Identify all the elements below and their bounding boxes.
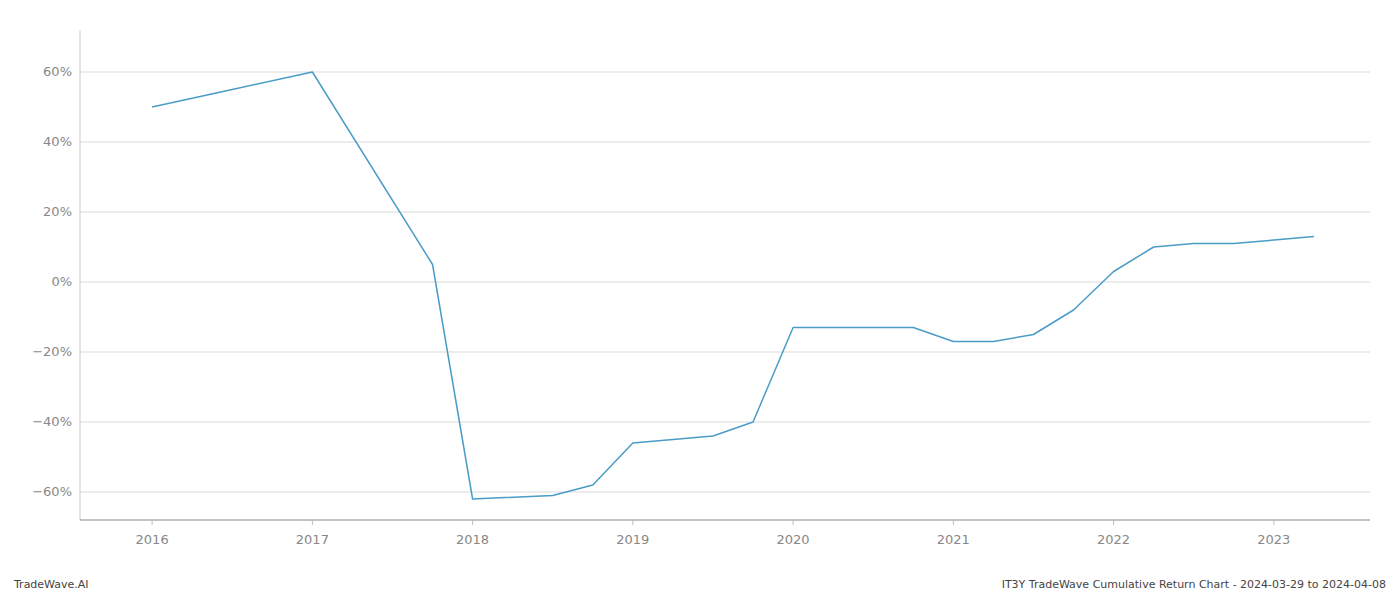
grid-line bbox=[80, 282, 1370, 283]
x-tick-label: 2019 bbox=[616, 532, 649, 547]
x-tick bbox=[632, 520, 633, 525]
x-tick-label: 2018 bbox=[456, 532, 489, 547]
y-axis-line bbox=[80, 30, 81, 520]
x-axis-line bbox=[80, 519, 1370, 520]
x-tick bbox=[793, 520, 794, 525]
x-tick-label: 2020 bbox=[777, 532, 810, 547]
chart: −60%−40%−20%0%20%40%60%20162017201820192… bbox=[0, 0, 1400, 600]
x-ticks: 2016 2017 2018 2019 2020 2021 2022 2023 bbox=[136, 520, 1291, 547]
y-tick-label: 40% bbox=[43, 134, 72, 149]
annotation: IT3Y TradeWave Cumulative Return Chart -… bbox=[1002, 578, 1386, 591]
x-tick-label: 2023 bbox=[1257, 532, 1290, 547]
y-tick-label: 20% bbox=[43, 204, 72, 219]
x-tick bbox=[1113, 520, 1114, 525]
grid bbox=[80, 72, 1370, 492]
y-tick-label: 0% bbox=[51, 274, 72, 289]
x-tick-label: 2022 bbox=[1097, 532, 1130, 547]
x-tick bbox=[152, 520, 153, 525]
y-ticks: −60% −40% −20% 0% 20% 40% 60% bbox=[32, 64, 72, 499]
line bbox=[152, 72, 1314, 499]
x-tick-label: 2017 bbox=[296, 532, 329, 547]
y-tick-label: −20% bbox=[32, 344, 72, 359]
x-tick bbox=[472, 520, 473, 525]
grid-line bbox=[80, 72, 1370, 73]
y-tick-label: −40% bbox=[32, 414, 72, 429]
grid-line bbox=[80, 212, 1370, 213]
grid-line bbox=[80, 352, 1370, 353]
data bbox=[152, 72, 1314, 499]
x-tick bbox=[953, 520, 954, 525]
x-tick bbox=[312, 520, 313, 525]
x-tick-label: 2016 bbox=[136, 532, 169, 547]
grid-line bbox=[80, 492, 1370, 493]
x-tick bbox=[1273, 520, 1274, 525]
y-tick-label: −60% bbox=[32, 484, 72, 499]
y-tick-label: 60% bbox=[43, 64, 72, 79]
x-tick-label: 2021 bbox=[937, 532, 970, 547]
annotation: TradeWave.AI bbox=[13, 578, 89, 591]
grid-line bbox=[80, 142, 1370, 143]
grid-line bbox=[80, 422, 1370, 423]
